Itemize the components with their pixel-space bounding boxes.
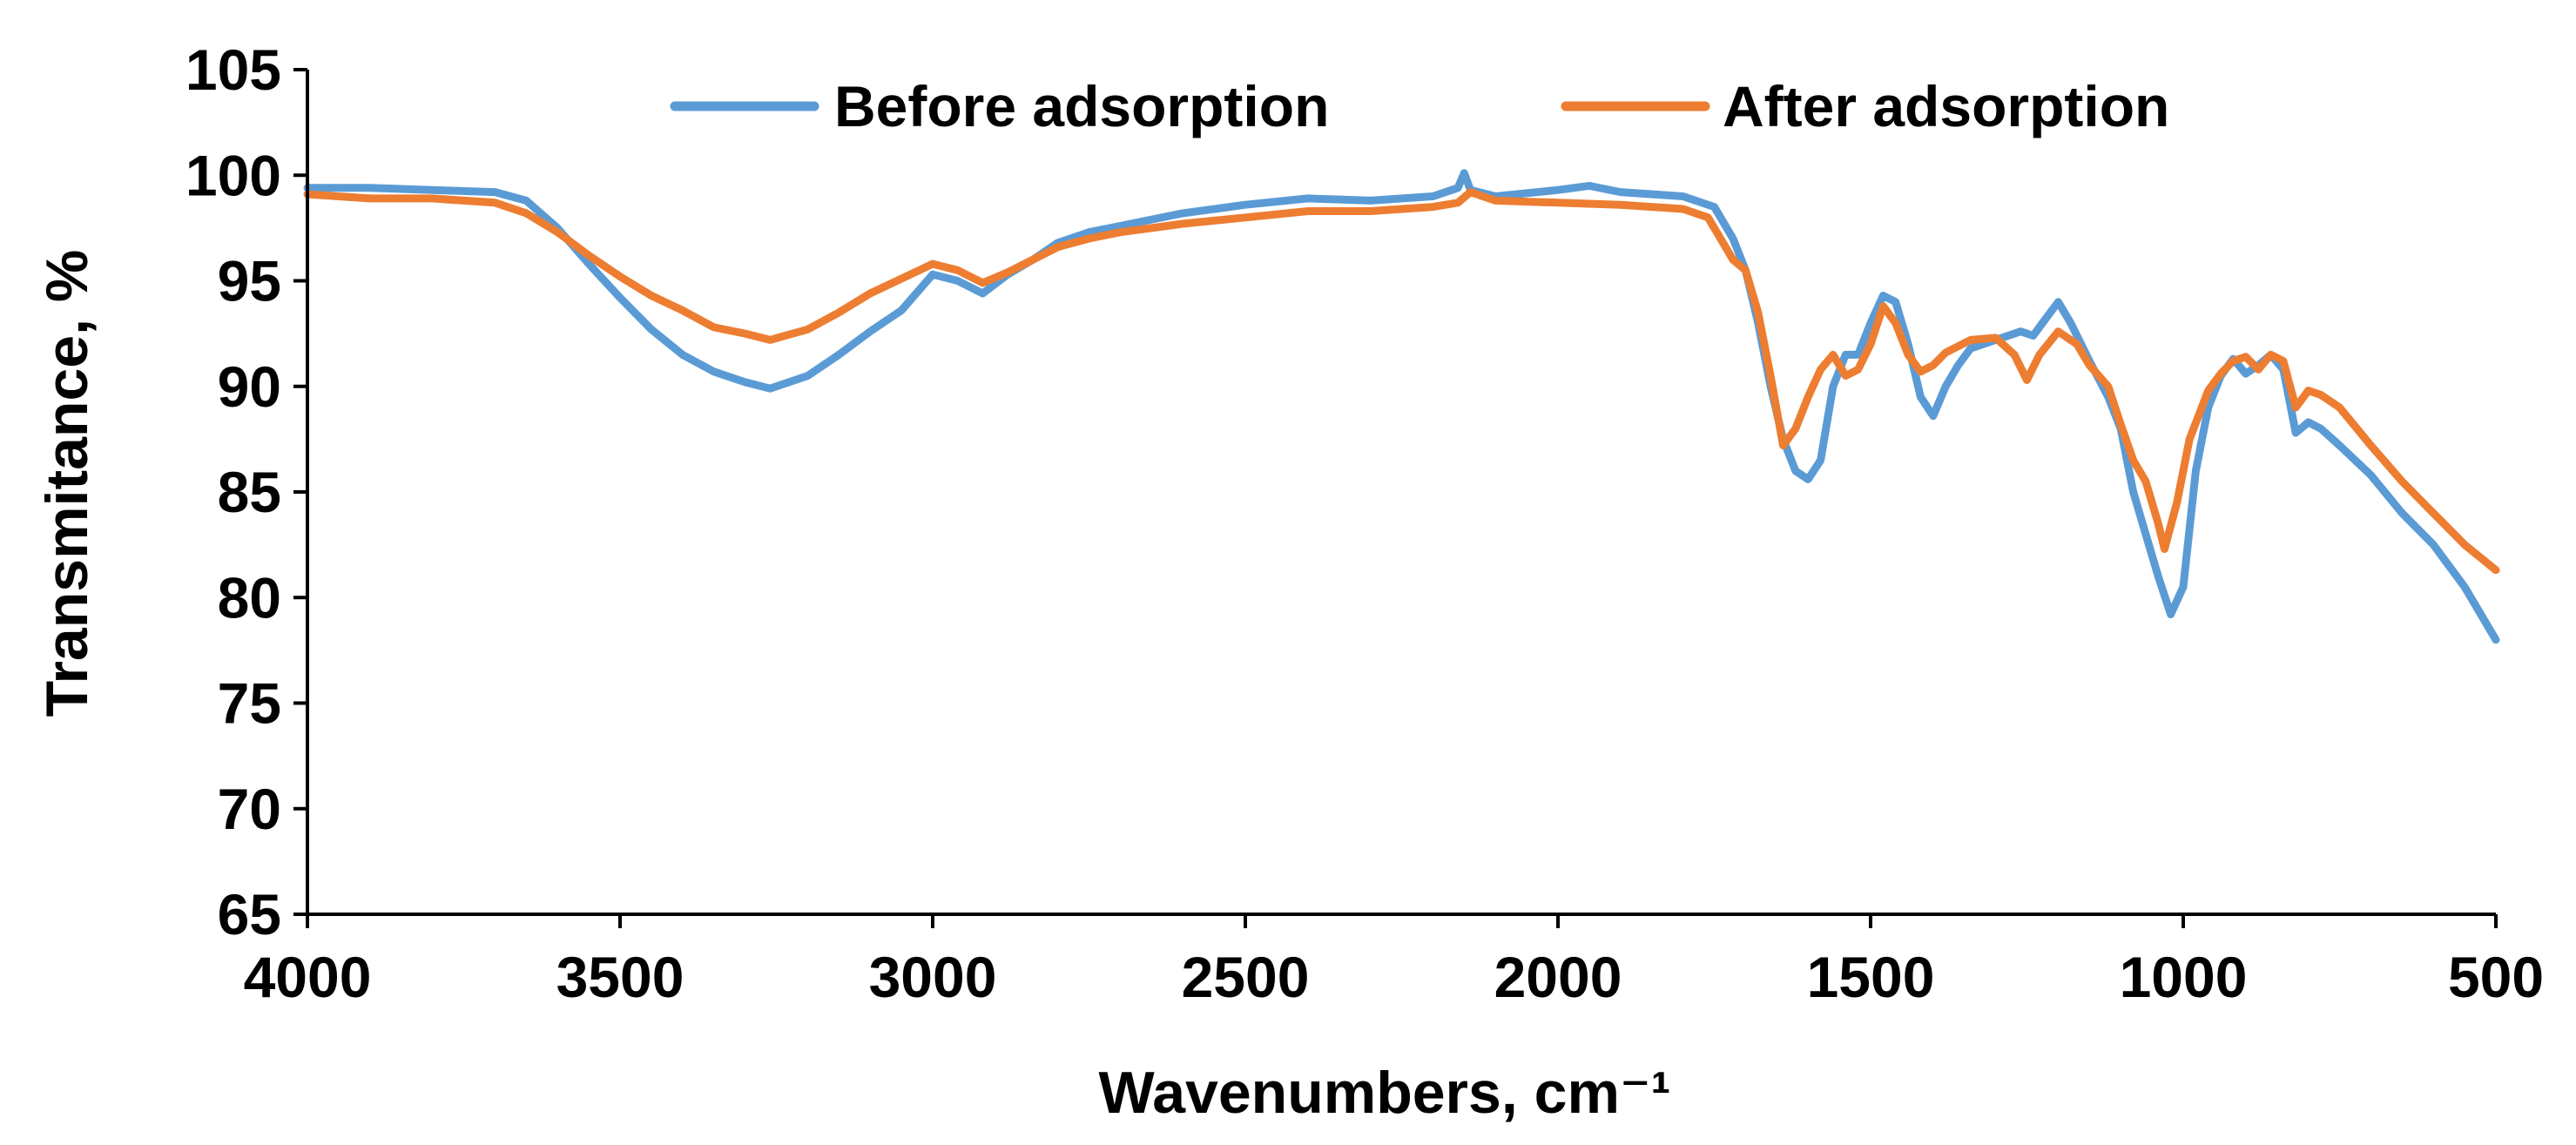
x-tick-label: 2000	[1494, 945, 1622, 1009]
y-tick-label: 85	[218, 460, 281, 524]
x-tick-label: 1500	[1807, 945, 1935, 1009]
x-tick-label: 500	[2448, 945, 2544, 1009]
x-tick-label: 2500	[1182, 945, 1310, 1009]
series-line-before-adsorption	[303, 169, 2500, 644]
x-tick-label: 3500	[556, 945, 684, 1009]
y-tick-label: 80	[218, 565, 281, 630]
y-tick-label: 65	[218, 882, 281, 946]
y-tick-label: 105	[185, 37, 281, 102]
y-tick-label: 90	[218, 354, 281, 419]
series-layer	[303, 169, 2500, 644]
y-tick-label: 70	[218, 777, 281, 841]
x-tick-label: 4000	[244, 945, 372, 1009]
x-tick-label: 1000	[2120, 945, 2248, 1009]
series-line-after-adsorption	[303, 188, 2500, 575]
legend-label-after-adsorption: After adsorption	[1723, 74, 2169, 138]
y-axis-title: Transmitance, %	[34, 250, 100, 717]
y-tick-label: 75	[218, 671, 281, 736]
x-axis-title: Wavenumbers, cm⁻¹	[1099, 1060, 1671, 1126]
x-tick-label: 3000	[869, 945, 997, 1009]
y-tick-label: 100	[185, 143, 281, 207]
axes-layer: 65 70 75 80 85 90 95 100 105 4000 3500 3000 2500 2000…	[185, 37, 2544, 1009]
legend: Before adsorption After adsorption	[670, 74, 2169, 138]
y-tick-label: 95	[218, 249, 281, 313]
legend-label-before-adsorption: Before adsorption	[834, 74, 1329, 138]
